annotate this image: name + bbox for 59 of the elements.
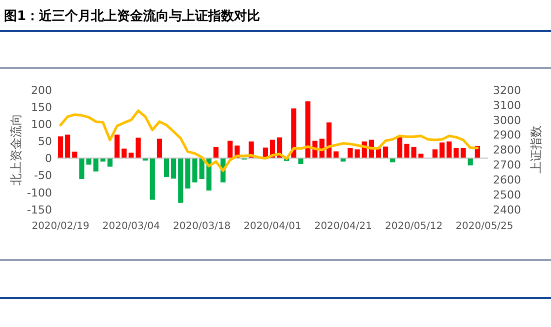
bar bbox=[454, 148, 459, 158]
bar bbox=[213, 146, 219, 158]
y2-tick-label: 3100 bbox=[493, 98, 521, 112]
x-tick-label: 2020/03/18 bbox=[173, 221, 231, 232]
bar bbox=[178, 158, 184, 203]
chart-title: 图1：近三个月北上资金流向与上证指数对比 bbox=[4, 8, 260, 24]
x-tick-label: 2020/05/12 bbox=[384, 221, 443, 232]
bar bbox=[305, 101, 310, 158]
y-tick-label: 150 bbox=[31, 101, 52, 114]
bar bbox=[383, 146, 388, 158]
y2-axis-title: 上证指数 bbox=[529, 126, 543, 174]
bar bbox=[228, 140, 233, 158]
bar bbox=[298, 158, 304, 164]
bar bbox=[122, 148, 127, 158]
y2-tick-label: 2700 bbox=[493, 158, 521, 172]
bar bbox=[390, 158, 396, 162]
bar bbox=[72, 152, 78, 158]
y2-tick-label: 3000 bbox=[493, 114, 521, 127]
bar bbox=[86, 158, 92, 165]
y2-tick-label: 2500 bbox=[493, 188, 521, 202]
bar bbox=[128, 152, 134, 158]
bar bbox=[58, 136, 64, 158]
bar bbox=[79, 158, 84, 179]
x-tick-label: 2020/03/04 bbox=[102, 221, 160, 232]
y-axis-title: 北上资金流向 bbox=[9, 114, 23, 186]
bar bbox=[65, 134, 70, 158]
bar bbox=[440, 142, 445, 158]
x-tick-label: 2020/04/21 bbox=[314, 221, 372, 232]
x-tick-label: 2020/04/01 bbox=[244, 221, 302, 232]
y2-tick-label: 2900 bbox=[493, 128, 521, 142]
y-tick-label: 0 bbox=[45, 152, 52, 166]
bar bbox=[171, 158, 176, 179]
x-tick-label: 2020/02/19 bbox=[32, 221, 90, 232]
bar bbox=[411, 146, 416, 158]
bar bbox=[468, 158, 473, 166]
bar bbox=[150, 158, 155, 200]
bar bbox=[136, 138, 141, 158]
bar bbox=[446, 141, 452, 158]
line-series bbox=[59, 109, 479, 172]
y-tick-label: 100 bbox=[31, 118, 52, 132]
bar bbox=[460, 148, 466, 158]
bar bbox=[291, 108, 296, 158]
bar bbox=[164, 158, 170, 177]
bar bbox=[156, 138, 162, 158]
bar bbox=[93, 158, 98, 172]
y2-tick-label: 2600 bbox=[493, 173, 521, 186]
y2-tick-label: 3200 bbox=[493, 84, 521, 97]
bar bbox=[114, 134, 120, 158]
y2-tick-label: 2400 bbox=[493, 203, 521, 216]
y-tick-label: 200 bbox=[31, 84, 52, 97]
bar bbox=[404, 144, 410, 158]
y2-tick-label: 2800 bbox=[493, 144, 521, 157]
y-tick-label: -150 bbox=[27, 203, 52, 216]
y-tick-label: -50 bbox=[34, 169, 52, 182]
bar bbox=[199, 158, 204, 179]
y-tick-label: 50 bbox=[38, 135, 52, 148]
bar bbox=[107, 158, 113, 167]
y-tick-label: -100 bbox=[27, 186, 52, 200]
x-tick-label: 2020/05/25 bbox=[456, 221, 514, 232]
